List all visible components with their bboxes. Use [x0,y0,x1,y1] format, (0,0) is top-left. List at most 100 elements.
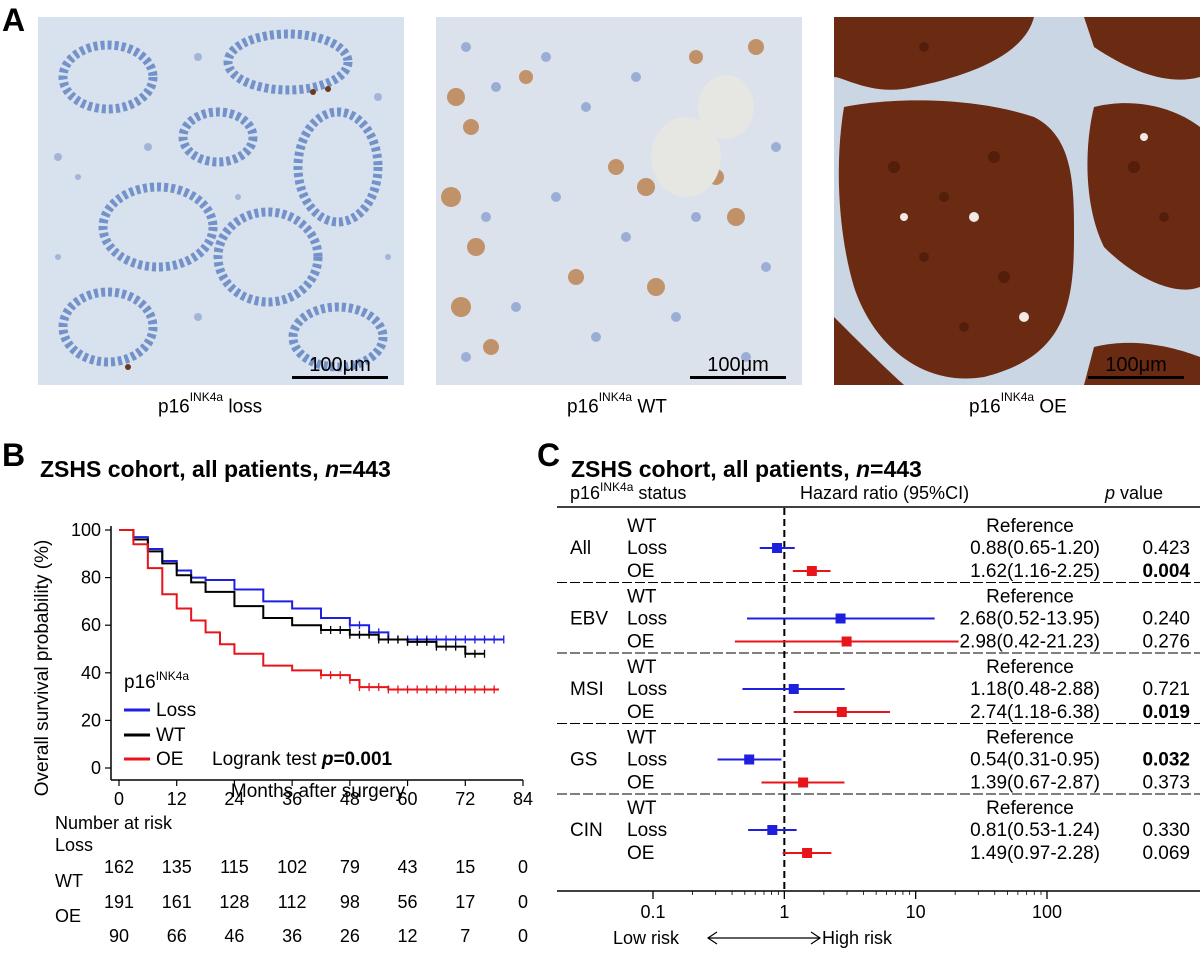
km-x-tick-label: 72 [455,789,475,809]
caption-sup: INK4a [189,390,224,404]
km-y-tick-label: 20 [81,710,101,730]
forest-p-value: 0.276 [1142,632,1190,653]
panel-c-title: ZSHS cohort, all patients, n=443 [571,456,922,483]
forest-row-label: WT [627,587,657,608]
forest-hr-text: Reference [986,587,1074,608]
forest-point-loss [767,825,778,835]
km-x-tick-label: 36 [282,789,302,809]
risk-arrow [706,931,822,945]
caption-base: p16 [969,396,1001,418]
forest-group-all: All [570,538,591,559]
risk-label-oe: OE [55,906,81,926]
forest-hr-text: 1.18(0.48-2.88) [970,679,1100,700]
micrograph-loss-image [38,17,404,385]
risk-label-wt: WT [55,871,83,891]
forest-group-ebv: EBV [570,609,608,630]
km-x-tick-label: 24 [224,789,244,809]
risk-label-loss: Loss [55,835,93,855]
high-risk-label: High risk [822,928,893,948]
scale-bar-label: 100μm [1105,354,1167,376]
forest-p-value: 0.019 [1142,702,1190,723]
risk-count-wt: 0 [518,892,528,912]
risk-count-oe: 12 [398,926,418,946]
km-curves [119,529,505,694]
scale-bar: 100μm [690,355,786,379]
scale-bar-label: 100μm [707,354,769,376]
risk-count-loss: 102 [277,857,307,877]
km-y-tick-label: 60 [81,615,101,635]
risk-count-loss: 0 [518,857,528,877]
forest-row-label: Loss [627,750,667,771]
caption-sup: INK4a [1000,390,1035,404]
scale-bar-label: 100μm [309,354,371,376]
caption-suffix: OE [1039,396,1067,418]
risk-count-oe: 36 [282,926,302,946]
forest-p-value: 0.373 [1142,773,1190,794]
km-y-tick-label: 100 [71,520,101,540]
forest-p-value: 0.330 [1142,820,1190,841]
risk-counts: 162 135 115 102 79 43 15 0 191 161 128 112 98 56 17 0 90… [104,857,528,946]
forest-hr-text: 2.98(0.42-21.23) [960,632,1101,653]
title-prefix: ZSHS cohort, all patients, [40,456,325,482]
forest-hr-text: 0.88(0.65-1.20) [970,538,1100,559]
forest-row-label: OE [627,632,654,653]
low-risk-label: Low risk [613,928,680,948]
km-axes [105,526,524,786]
forest-row-label: WT [627,728,657,749]
forest-x-tick-label: 1 [779,902,789,922]
forest-col-p: p value [1104,483,1163,503]
risk-count-oe: 0 [518,926,528,946]
risk-count-wt: 161 [162,892,192,912]
forest-point-oe [806,566,817,576]
km-y-axis-label: Overall survival probability (%) [32,540,53,797]
forest-hr-text: 1.39(0.67-2.87) [970,773,1100,794]
km-x-tick-label: 60 [398,789,418,809]
forest-row-label: OE [627,773,654,794]
forest-row-label: Loss [627,609,667,630]
forest-point-oe [841,636,852,647]
risk-count-loss: 43 [398,857,418,877]
km-legend-loss: Loss [156,700,196,721]
forest-hr-text: 1.49(0.97-2.28) [970,843,1100,864]
caption-suffix: WT [637,396,667,418]
title-n-value: =443 [339,456,391,482]
panel-c-letter: C [537,437,561,473]
forest-row-label: WT [627,798,657,819]
caption-base: p16 [567,396,599,418]
micrograph-p16-wt: 100μm [436,17,802,385]
forest-point-oe [798,777,809,788]
risk-count-loss: 115 [220,857,249,877]
forest-point-oe [836,707,847,717]
caption-sup: INK4a [598,390,633,404]
km-logrank: Logrank test p=0.001 [212,749,393,770]
scale-bar: 100μm [292,355,388,379]
forest-hr-text: Reference [986,728,1074,749]
forest-col-hr: Hazard ratio (95%CI) [800,483,969,503]
forest-row-label: OE [627,843,654,864]
forest-row-label: Loss [627,679,667,700]
forest-p-value: 0.032 [1142,750,1190,771]
forest-axis: 0.1 1 10 100 [557,890,1200,922]
forest-p-value: 0.721 [1142,679,1190,700]
risk-count-oe: 66 [167,926,187,946]
title-n-label: n [324,456,340,482]
forest-row-label: OE [627,702,654,723]
forest-hr-text: 0.81(0.53-1.24) [970,820,1100,841]
km-y-tick-label: 80 [81,568,101,588]
forest-point-oe [802,848,813,858]
km-chart: 0 12 24 36 48 60 72 84 0 20 40 60 80 100 Overall surv… [32,520,533,946]
forest-hr-text: 2.68(0.52-13.95) [960,609,1101,630]
km-y-tick-label: 40 [81,663,101,683]
forest-point-loss [772,543,783,553]
risk-count-loss: 79 [340,857,360,877]
title-n-value: =443 [870,456,922,482]
forest-hr-text: 1.62(1.16-2.25) [970,561,1100,582]
forest-group-gs: GS [570,750,597,771]
risk-count-wt: 191 [104,892,134,912]
risk-count-oe: 90 [109,926,129,946]
km-tick-labels: 0 12 24 36 48 60 72 84 0 20 40 60 80 100 [71,520,533,809]
forest-group-msi: MSI [570,679,604,700]
km-x-tick-label: 0 [114,789,124,809]
forest-point-loss [835,613,846,624]
km-x-axis-label: Months after surgery [231,781,406,802]
